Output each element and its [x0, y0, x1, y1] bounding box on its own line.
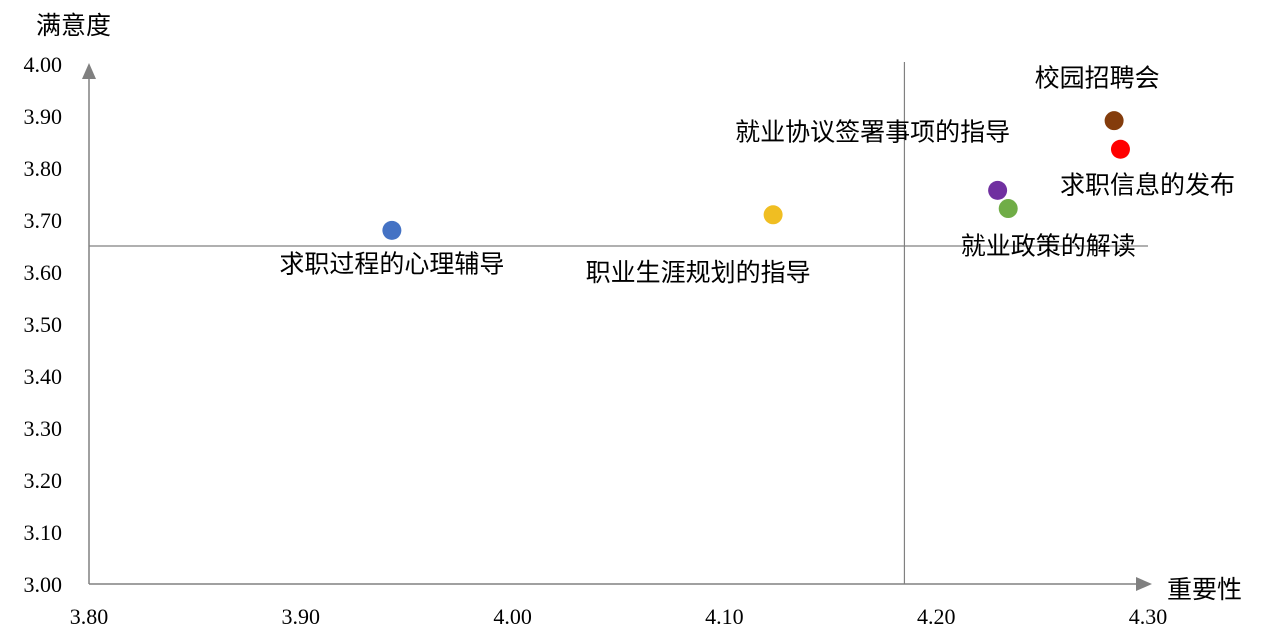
- x-tick-label: 3.80: [70, 604, 109, 629]
- y-tick-label: 3.90: [24, 104, 63, 129]
- data-point: [382, 220, 402, 240]
- x-tick-label: 4.20: [917, 604, 956, 629]
- y-tick-label: 3.10: [24, 520, 63, 545]
- y-axis-title: 满意度: [36, 11, 111, 40]
- y-tick-label: 3.20: [24, 468, 63, 493]
- data-point: [763, 205, 783, 225]
- y-axis-arrow: [82, 63, 96, 79]
- data-point-label: 就业政策的解读: [961, 232, 1136, 261]
- x-tick-label: 4.10: [705, 604, 744, 629]
- data-point: [1110, 139, 1130, 159]
- data-point-label: 职业生涯规划的指导: [586, 258, 811, 287]
- x-tick-label: 3.90: [282, 604, 321, 629]
- y-tick-label: 3.70: [24, 208, 63, 233]
- y-tick-label: 3.30: [24, 416, 63, 441]
- y-tick-label: 4.00: [24, 52, 63, 77]
- data-point: [988, 180, 1008, 200]
- x-tick-label: 4.00: [493, 604, 532, 629]
- data-point-label: 就业协议签署事项的指导: [735, 117, 1010, 146]
- x-tick-label: 4.30: [1129, 604, 1168, 629]
- y-tick-label: 3.50: [24, 312, 63, 337]
- y-tick-label: 3.80: [24, 156, 63, 181]
- x-axis-title: 重要性: [1167, 575, 1242, 604]
- data-point-label: 求职信息的发布: [1060, 170, 1235, 199]
- y-tick-label: 3.60: [24, 260, 63, 285]
- y-tick-label: 3.00: [24, 572, 63, 597]
- data-point-label: 校园招聘会: [1035, 64, 1160, 93]
- data-point: [1104, 111, 1124, 131]
- data-point: [998, 199, 1018, 219]
- data-point-label: 求职过程的心理辅导: [279, 249, 504, 278]
- x-axis-arrow: [1136, 577, 1152, 591]
- y-tick-label: 3.40: [24, 364, 63, 389]
